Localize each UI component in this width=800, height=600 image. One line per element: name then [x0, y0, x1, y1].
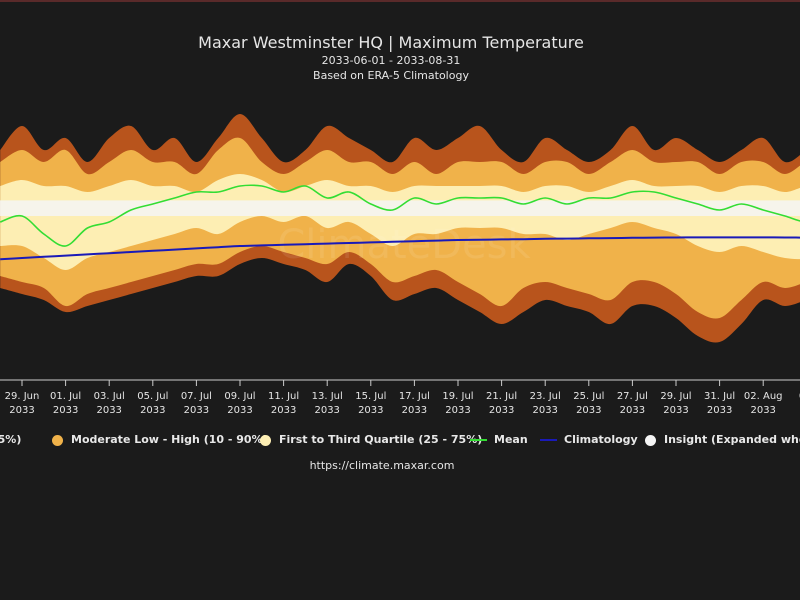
- credit-link[interactable]: https://climate.maxar.com: [309, 459, 455, 472]
- temperature-chart: ClimateDesk 29. Jun 2033 01. Jul 2033 03. Ju…: [0, 114, 800, 416]
- legend-item[interactable]: Climatology: [540, 432, 638, 448]
- chart-subtitle: Based on ERA-5 Climatology: [313, 69, 469, 82]
- climatology-line: [0, 236, 800, 261]
- x-tick-year: 2033: [314, 405, 339, 416]
- x-tick-label: 09. Jul: [224, 391, 255, 402]
- chart-lines: [0, 184, 800, 261]
- chart-title: Maxar Westminster HQ | Maximum Temperatu…: [198, 33, 584, 52]
- x-tick-year: 2033: [184, 405, 209, 416]
- x-tick-year: 2033: [750, 405, 775, 416]
- x-tick-label: 11. Jul: [268, 391, 299, 402]
- legend-item[interactable]: First to Third Quartile (25 - 75%): [260, 432, 482, 448]
- x-tick-label: 07. Jul: [181, 391, 212, 402]
- x-tick-year: 2033: [96, 405, 121, 416]
- x-tick-year: 2033: [140, 405, 165, 416]
- legend-item[interactable]: Mean: [470, 432, 528, 448]
- x-tick-year: 2033: [576, 405, 601, 416]
- legend-item[interactable]: 95%): [0, 432, 21, 448]
- insight-band: [0, 200, 800, 216]
- x-tick-year: 2033: [445, 405, 470, 416]
- x-tick-label: 02. Aug: [744, 391, 783, 402]
- x-tick-year: 2033: [358, 405, 383, 416]
- legend-label: Mean: [494, 433, 528, 446]
- x-tick-year: 2033: [663, 405, 688, 416]
- x-tick-year: 2033: [227, 405, 252, 416]
- x-tick-label: 19. Jul: [442, 391, 473, 402]
- legend-line-swatch: [540, 439, 557, 441]
- legend-label: Insight (Expanded when 95: [664, 433, 800, 446]
- x-tick-label: 25. Jul: [573, 391, 604, 402]
- x-tick-label: 04.: [799, 391, 800, 402]
- x-tick-year: 2033: [707, 405, 732, 416]
- legend-label: 95%): [0, 433, 22, 446]
- x-tick-label: 15. Jul: [355, 391, 386, 402]
- x-tick-label: 03. Jul: [94, 391, 125, 402]
- chart-legend: 95%) Moderate Low - High (10 - 90%) First …: [0, 432, 800, 450]
- x-tick-label: 27. Jul: [617, 391, 648, 402]
- x-axis-ticks: 29. Jun 2033 01. Jul 2033 03. Jul 2033 05. Jul…: [5, 380, 800, 416]
- watermark: ClimateDesk: [277, 222, 531, 268]
- x-tick-year: 2033: [532, 405, 557, 416]
- x-tick-label: 05. Jul: [137, 391, 168, 402]
- x-tick-year: 2033: [271, 405, 296, 416]
- legend-dot-swatch: [645, 434, 656, 446]
- chart-titles: Maxar Westminster HQ | Maximum Temperatu…: [0, 33, 782, 83]
- x-tick-label: 31. Jul: [704, 391, 735, 402]
- x-tick-label: 21. Jul: [486, 391, 517, 402]
- x-tick-label: 13. Jul: [312, 391, 343, 402]
- legend-dot-swatch: [52, 434, 63, 446]
- legend-item[interactable]: Insight (Expanded when 95: [645, 432, 800, 448]
- legend-label: Climatology: [564, 433, 638, 446]
- x-tick-label: 17. Jul: [399, 391, 430, 402]
- x-tick-label: 23. Jul: [530, 391, 561, 402]
- x-tick-year: 2033: [402, 405, 427, 416]
- x-tick-label: 29. Jun: [5, 391, 40, 402]
- x-tick-year: 2033: [489, 405, 514, 416]
- x-tick-label: 29. Jul: [660, 391, 691, 402]
- legend-dot-swatch: [260, 434, 271, 446]
- top-border: [0, 0, 800, 2]
- legend-line-swatch: [470, 439, 487, 441]
- legend-item[interactable]: Moderate Low - High (10 - 90%): [52, 432, 268, 448]
- x-tick-year: 2033: [53, 405, 78, 416]
- x-tick-label: 01. Jul: [50, 391, 81, 402]
- legend-label: Moderate Low - High (10 - 90%): [71, 433, 268, 446]
- mean-line: [0, 184, 800, 247]
- chart-date-range: 2033-06-01 - 2033-08-31: [321, 54, 461, 67]
- x-tick-year: 2033: [620, 405, 645, 416]
- legend-label: First to Third Quartile (25 - 75%): [279, 433, 483, 446]
- x-tick-year: 2033: [9, 405, 34, 416]
